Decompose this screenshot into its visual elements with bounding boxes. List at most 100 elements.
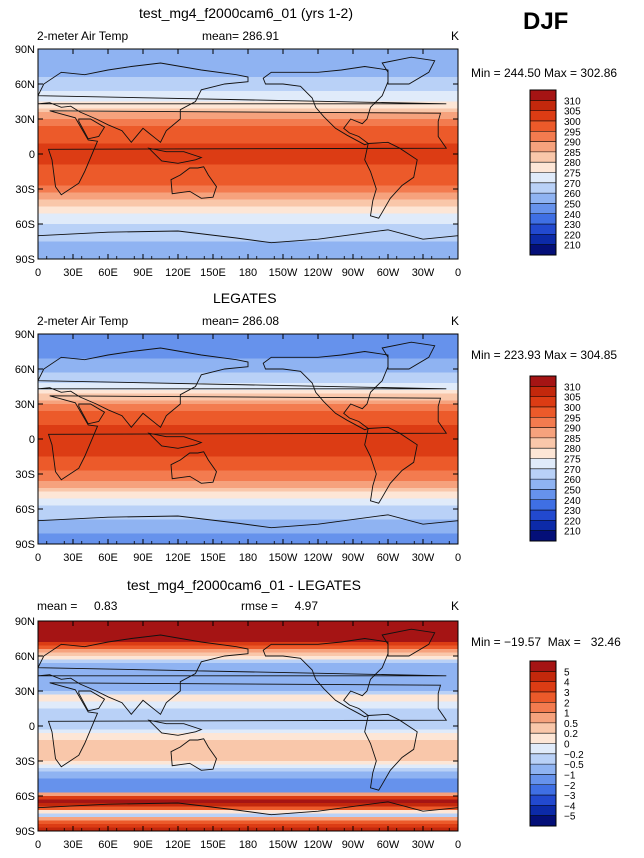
lat-band <box>38 344 458 349</box>
coastline <box>262 351 389 431</box>
colorbar-box <box>530 530 556 542</box>
y-tick-label: 90N <box>15 44 35 56</box>
colorbar-box <box>530 753 556 765</box>
coastline <box>147 147 203 164</box>
colorbar-label: 230 <box>564 506 581 517</box>
lat-band <box>38 63 458 68</box>
x-tick-label: 60W <box>377 552 400 564</box>
lat-band <box>38 421 458 426</box>
lat-band <box>38 108 458 113</box>
lat-band <box>38 631 458 636</box>
y-tick-label: 90S <box>15 539 35 551</box>
lat-band <box>38 754 458 759</box>
colorbar-label: 260 <box>564 189 581 200</box>
panel2-unit-label: K <box>451 314 460 328</box>
lat-band <box>38 747 458 752</box>
colorbar-label: 305 <box>564 107 581 118</box>
lat-band <box>38 358 458 363</box>
map-panel-3 <box>38 621 458 831</box>
x-tick-label: 90E <box>133 839 153 851</box>
coastline <box>78 118 106 140</box>
lat-band <box>38 411 458 416</box>
x-tick-label: 150E <box>200 552 226 564</box>
colorbar-box <box>530 733 556 744</box>
lat-band <box>38 677 458 682</box>
lat-band <box>38 810 458 815</box>
y-tick-label: 30N <box>15 114 35 126</box>
colorbar-label: −0.2 <box>564 750 584 761</box>
lat-band <box>38 404 458 409</box>
x-tick-label: 90W <box>342 267 365 279</box>
panel1-mean-label: mean= 286.91 <box>202 29 280 43</box>
lat-band <box>38 453 458 458</box>
lat-band <box>38 224 458 229</box>
lat-band <box>38 680 458 685</box>
coastline <box>47 110 448 196</box>
coastline <box>78 403 106 425</box>
lat-band <box>38 757 458 762</box>
colorbar-box <box>530 244 556 256</box>
panel1-title: test_mg4_f2000cam6_01 (yrs 1-2) <box>139 5 353 21</box>
colorbar-label: 295 <box>564 127 581 138</box>
lat-band <box>38 775 458 780</box>
colorbar-box <box>530 234 556 245</box>
lat-band <box>38 495 458 500</box>
lat-band <box>38 778 458 783</box>
lat-band <box>38 418 458 423</box>
colorbar-box <box>530 396 556 408</box>
y-tick-label: 30S <box>15 469 35 481</box>
lat-band <box>38 136 458 141</box>
colorbar-box <box>530 90 556 101</box>
lat-band <box>38 530 458 535</box>
colorbar-box <box>530 489 556 501</box>
lat-band <box>38 708 458 713</box>
lat-band <box>38 456 458 461</box>
panel1-variable-label: 2-meter Air Temp <box>37 29 129 43</box>
colorbar-label: 280 <box>564 158 581 169</box>
lat-band <box>38 140 458 145</box>
colorbar-box <box>530 427 556 439</box>
lat-band <box>38 624 458 629</box>
colorbar-box <box>530 406 556 418</box>
colorbar-label: 1 <box>564 709 570 720</box>
colorbar-label: 240 <box>564 496 581 507</box>
lat-band <box>38 663 458 668</box>
lat-band <box>38 484 458 489</box>
colorbar-label: 4 <box>564 678 570 689</box>
y-tick-label: 60N <box>15 651 35 663</box>
lat-band <box>38 761 458 766</box>
x-tick-label: 0 <box>455 552 461 564</box>
x-tick-label: 30E <box>63 839 83 851</box>
coastline <box>38 634 447 716</box>
colorbar-box <box>530 110 556 122</box>
lat-band <box>38 477 458 482</box>
y-tick-label: 0 <box>29 721 35 733</box>
lat-band <box>38 164 458 169</box>
lat-band <box>38 351 458 356</box>
x-tick-label: 0 <box>455 839 461 851</box>
lat-band <box>38 481 458 486</box>
lat-band <box>38 519 458 524</box>
lat-band <box>38 185 458 190</box>
x-tick-label: 150E <box>200 267 226 279</box>
lat-band <box>38 390 458 395</box>
y-tick-label: 90S <box>15 254 35 266</box>
lat-band <box>38 512 458 517</box>
lat-band <box>38 694 458 699</box>
lat-band <box>38 460 458 465</box>
lat-band <box>38 52 458 57</box>
panel2-mean-label: mean= 286.08 <box>202 314 280 328</box>
lat-band <box>38 119 458 124</box>
lat-band <box>38 736 458 741</box>
lat-band <box>38 199 458 204</box>
y-tick-label: 90N <box>15 616 35 628</box>
lat-band <box>38 393 458 398</box>
colorbar-box <box>530 193 556 204</box>
lat-band <box>38 150 458 155</box>
lat-band <box>38 115 458 120</box>
colorbar-label: 0 <box>564 740 570 751</box>
lat-band <box>38 196 458 201</box>
colorbar-box <box>530 479 556 490</box>
y-tick-label: 60N <box>15 364 35 376</box>
coastline <box>38 347 447 429</box>
